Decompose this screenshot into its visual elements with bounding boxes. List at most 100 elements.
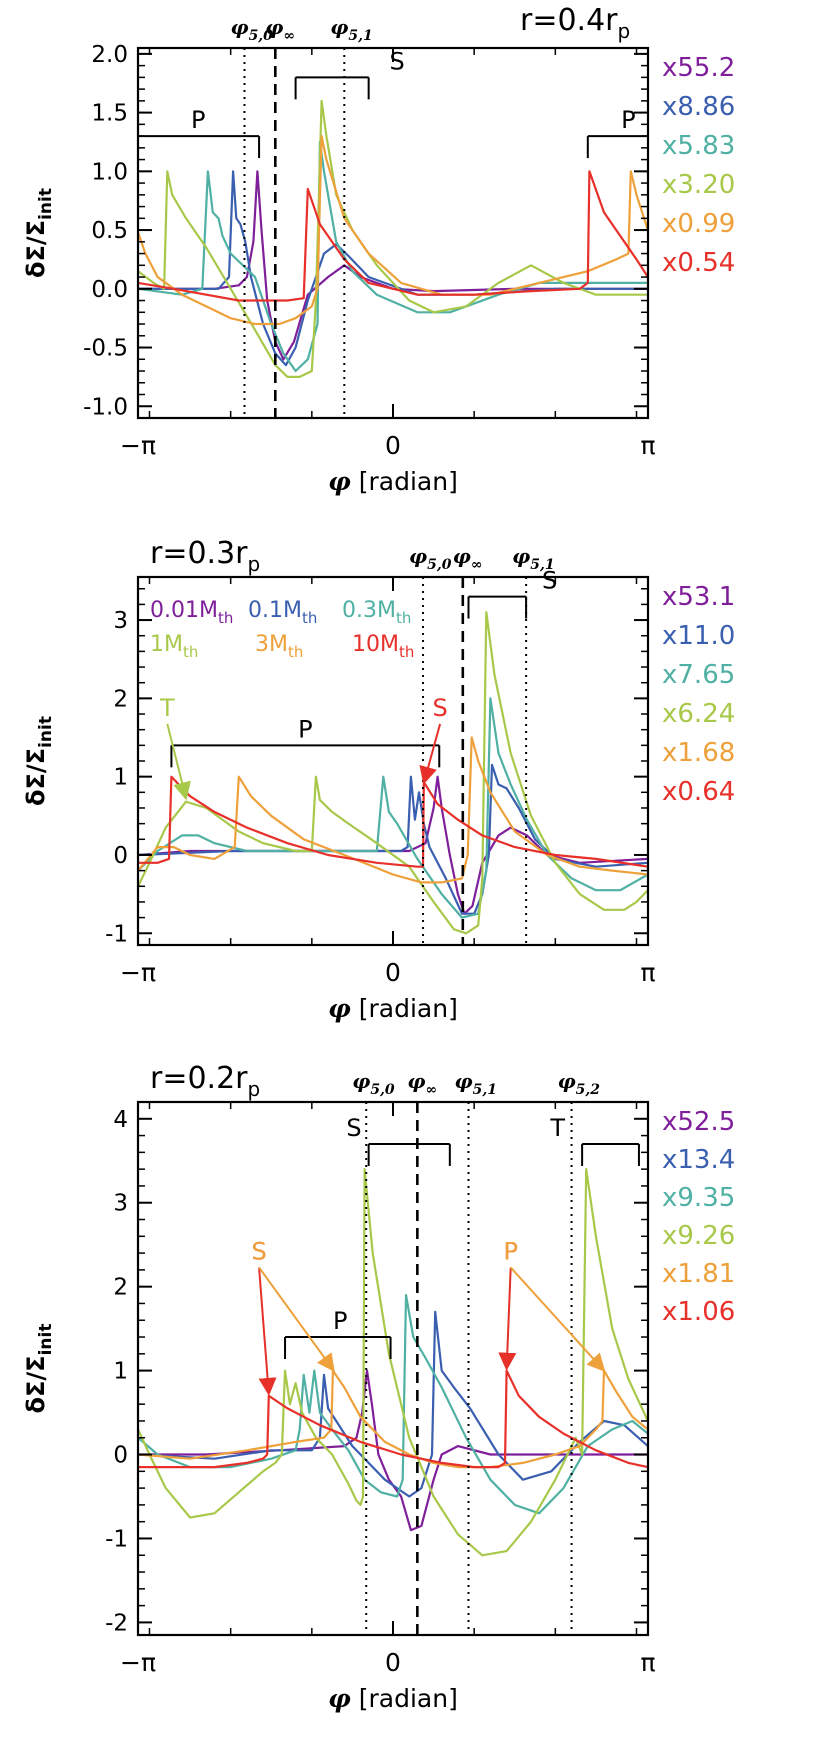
bracket-label: P bbox=[333, 1307, 347, 1335]
ytick-label: 0.5 bbox=[91, 218, 128, 244]
series-group bbox=[138, 99, 648, 378]
series-line-3Mth bbox=[138, 135, 648, 326]
annotation-label: T bbox=[159, 694, 175, 722]
scale-label-2: x13.4 bbox=[662, 1145, 735, 1175]
legend-entry-2: 0.1Mth bbox=[248, 598, 317, 627]
ytick-label: 2 bbox=[113, 686, 128, 712]
series-line-1Mth bbox=[138, 611, 648, 935]
series-line-0.3Mth bbox=[138, 1294, 648, 1515]
chart-panel-2: φ5,0 φ∞ φ5,1 P S T S -1 0 1 2 3 −π 0 π φ [radian] δΣ/Σin… bbox=[22, 536, 735, 1023]
ytick-label: 3 bbox=[113, 608, 128, 634]
panel-title: r=0.2rp bbox=[150, 1061, 260, 1101]
plot-frame bbox=[136, 46, 650, 420]
legend-entry-1: 0.01Mth bbox=[150, 598, 233, 627]
xtick-label: 0 bbox=[385, 1648, 401, 1677]
y-axis-label: δΣ/Σinit bbox=[22, 716, 56, 806]
series-line-0.1Mth bbox=[138, 1310, 648, 1498]
series-line-1Mth bbox=[138, 99, 648, 378]
scale-label-4: x6.24 bbox=[662, 699, 735, 729]
scale-label-3: x9.35 bbox=[662, 1183, 735, 1213]
bracket-label: S bbox=[346, 1114, 361, 1142]
scale-label-1: x55.2 bbox=[662, 53, 735, 83]
series-group bbox=[138, 1168, 648, 1557]
legend-entry-4: 1Mth bbox=[150, 632, 198, 661]
annotation-arrow bbox=[498, 1267, 517, 1371]
series-line-0.1Mth bbox=[138, 763, 648, 915]
scale-label-6: x1.06 bbox=[662, 1297, 735, 1327]
legend-entry-6: 10Mth bbox=[352, 632, 414, 661]
annotation-arrow bbox=[166, 723, 191, 801]
scale-label-3: x7.65 bbox=[662, 660, 735, 690]
scale-label-5: x1.68 bbox=[662, 738, 735, 768]
annotation-label: S bbox=[251, 1237, 266, 1265]
series-line-3Mth bbox=[138, 1369, 648, 1469]
ytick-label: -1.0 bbox=[83, 394, 128, 420]
ytick-label: 1.0 bbox=[91, 159, 128, 185]
xtick-label: π bbox=[640, 958, 655, 987]
xtick-label: −π bbox=[120, 431, 156, 460]
series-line-0.01Mth bbox=[138, 170, 648, 361]
ytick-label: -1 bbox=[105, 921, 128, 947]
annotation-label: P bbox=[503, 1237, 517, 1265]
ytick-label: 4 bbox=[113, 1107, 128, 1133]
ytick-label: 2.0 bbox=[91, 42, 128, 68]
xtick-label: 0 bbox=[385, 431, 401, 460]
series-line-10Mth bbox=[138, 775, 648, 868]
bracket-label: P bbox=[621, 106, 635, 134]
ytick-label: -2 bbox=[105, 1610, 128, 1636]
series-group bbox=[138, 611, 648, 935]
vline-label: φ5,1 bbox=[330, 15, 372, 44]
ytick-label: 0.0 bbox=[91, 277, 128, 303]
annotation-arrow bbox=[509, 1266, 606, 1372]
ytick-label: 1 bbox=[113, 1359, 128, 1385]
ytick-label: 0 bbox=[113, 1443, 128, 1469]
scale-label-6: x0.54 bbox=[662, 248, 735, 278]
annotation-label: S bbox=[251, 1237, 266, 1265]
series-line-3Mth bbox=[138, 736, 648, 884]
ytick-label: 0 bbox=[113, 843, 128, 869]
series-line-0.1Mth bbox=[138, 170, 648, 367]
legend-entry-3: 0.3Mth bbox=[342, 598, 411, 627]
scale-label-5: x0.99 bbox=[662, 209, 735, 239]
vline-label: φ5,1 bbox=[454, 1069, 496, 1098]
scale-label-6: x0.64 bbox=[662, 777, 735, 807]
scale-label-3: x5.83 bbox=[662, 131, 735, 161]
ytick-label: 1 bbox=[113, 765, 128, 791]
annotation-label: P bbox=[503, 1237, 517, 1265]
bracket-label: S bbox=[542, 567, 557, 595]
vline-label: φ∞ bbox=[407, 1069, 437, 1098]
scale-label-1: x53.1 bbox=[662, 582, 735, 612]
scale-label-5: x1.81 bbox=[662, 1259, 735, 1289]
ytick-label: 1.5 bbox=[91, 101, 128, 127]
xtick-label: −π bbox=[120, 1648, 156, 1677]
xtick-label: π bbox=[640, 431, 655, 460]
bracket-label: P bbox=[191, 106, 205, 134]
xtick-label: 0 bbox=[385, 958, 401, 987]
x-axis-label: φ [radian] bbox=[328, 1684, 458, 1713]
annotation-arrow bbox=[258, 1266, 335, 1373]
annotation-arrow bbox=[419, 723, 442, 785]
bracket-label: S bbox=[389, 47, 404, 75]
bracket-label: T bbox=[549, 1114, 565, 1142]
chart-panel-1: φ5,0φ∞ φ5,1 P P S -1.0 -0.5 0.0 0.5 1.0 1.5 2.0 −π 0 π… bbox=[22, 3, 735, 496]
scale-label-4: x9.26 bbox=[662, 1221, 735, 1251]
y-axis-label: δΣ/Σinit bbox=[22, 1324, 56, 1414]
panel-title: r=0.4rp bbox=[520, 3, 630, 43]
series-line-0.3Mth bbox=[138, 140, 648, 373]
bracket-label: P bbox=[298, 715, 312, 743]
scale-label-2: x11.0 bbox=[662, 621, 735, 651]
vline-label: φ5,0 bbox=[352, 1069, 395, 1098]
ytick-label: 3 bbox=[113, 1191, 128, 1217]
vline-label: φ∞ bbox=[453, 544, 483, 573]
xtick-label: −π bbox=[120, 958, 156, 987]
series-line-10Mth bbox=[138, 1369, 648, 1469]
vline-label: φ5,2 bbox=[558, 1069, 601, 1098]
scale-label-4: x3.20 bbox=[662, 170, 735, 200]
ytick-label: -0.5 bbox=[83, 336, 128, 362]
series-line-0.3Mth bbox=[138, 697, 648, 919]
annotation-arrow bbox=[258, 1267, 277, 1396]
annotation-label: S bbox=[432, 694, 447, 722]
x-axis-label: φ [radian] bbox=[328, 467, 458, 496]
